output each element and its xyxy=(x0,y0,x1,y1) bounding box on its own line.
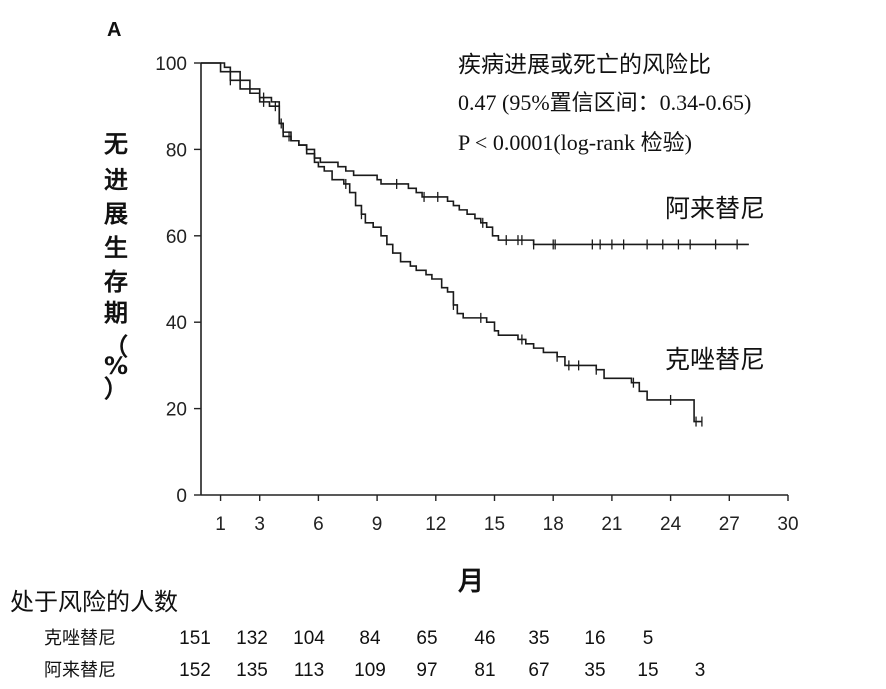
risk-table-title: 处于风险的人数 xyxy=(10,588,178,616)
risk-cell: 3 xyxy=(695,660,706,681)
y-label-char: （ xyxy=(104,333,128,361)
y-label-char: 生 xyxy=(104,234,128,262)
risk-cell: 15 xyxy=(637,660,658,681)
y-tick-label: 40 xyxy=(166,313,187,334)
y-label-char: 无 xyxy=(104,130,128,158)
y-label-char: ） xyxy=(104,375,128,403)
y-label-char: 展 xyxy=(104,200,128,228)
x-tick-label: 1 xyxy=(215,514,226,535)
y-tick-label: 80 xyxy=(166,140,187,161)
hr-value: 0.47 (95%置信区间：0.34-0.65) xyxy=(458,90,751,115)
series-label-crizotinib: 克唑替尼 xyxy=(665,345,765,374)
panel-label: A xyxy=(107,19,121,41)
hr-title: 疾病进展或死亡的风险比 xyxy=(458,52,711,78)
y-label-char: 期 xyxy=(104,299,128,327)
x-axis-label: 月 xyxy=(457,567,484,597)
risk-cell: 132 xyxy=(236,628,268,649)
risk-cell: 35 xyxy=(584,660,605,681)
x-tick-label: 6 xyxy=(313,514,324,535)
risk-cell: 67 xyxy=(528,660,549,681)
x-tick-label: 27 xyxy=(719,514,740,535)
y-tick-label: 0 xyxy=(176,486,187,507)
risk-cell: 135 xyxy=(236,660,268,681)
survival-curve-0 xyxy=(201,62,749,246)
risk-table: 克唑替尼 151 132 104 84 65 46 35 16 5 阿来替尼 152 135 113 109… xyxy=(44,628,705,681)
risk-row-label: 阿来替尼 xyxy=(44,660,116,681)
risk-cell: 109 xyxy=(354,660,386,681)
risk-row-label: 克唑替尼 xyxy=(44,628,116,649)
risk-cell: 46 xyxy=(474,628,495,649)
x-tick-label: 24 xyxy=(660,514,682,535)
x-tick-label: 9 xyxy=(372,514,383,535)
risk-cell: 5 xyxy=(643,628,654,649)
risk-cell: 152 xyxy=(179,660,211,681)
x-tick-label: 21 xyxy=(601,514,622,535)
risk-cell: 65 xyxy=(416,628,437,649)
risk-cell: 113 xyxy=(294,660,324,681)
risk-cell: 151 xyxy=(179,628,211,649)
x-tick-label: 12 xyxy=(425,514,446,535)
risk-cell: 81 xyxy=(474,660,495,681)
risk-cell: 97 xyxy=(416,660,437,681)
x-tick-label: 3 xyxy=(254,514,265,535)
y-label-char: % xyxy=(104,352,128,380)
p-value: P < 0.0001(log-rank 检验) xyxy=(458,130,692,155)
risk-cell: 16 xyxy=(584,628,605,649)
risk-cell: 104 xyxy=(293,628,325,649)
x-tick-label: 15 xyxy=(484,514,505,535)
y-tick-label: 60 xyxy=(166,227,187,248)
survival-curve-1 xyxy=(201,62,702,423)
survival-curves xyxy=(201,62,749,427)
risk-cell: 84 xyxy=(359,628,381,649)
y-label-char: 进 xyxy=(104,166,128,194)
series-label-alectinib: 阿来替尼 xyxy=(665,194,765,223)
y-label-char: 存 xyxy=(104,268,128,296)
risk-cell: 35 xyxy=(528,628,549,649)
y-tick-label: 20 xyxy=(166,400,187,421)
axes: 0 20 40 60 80 100 1 3 6 9 12 15 18 21 24 27 30 xyxy=(155,54,798,535)
x-tick-label: 30 xyxy=(777,514,798,535)
x-tick-label: 18 xyxy=(543,514,564,535)
y-tick-label: 100 xyxy=(155,54,187,75)
